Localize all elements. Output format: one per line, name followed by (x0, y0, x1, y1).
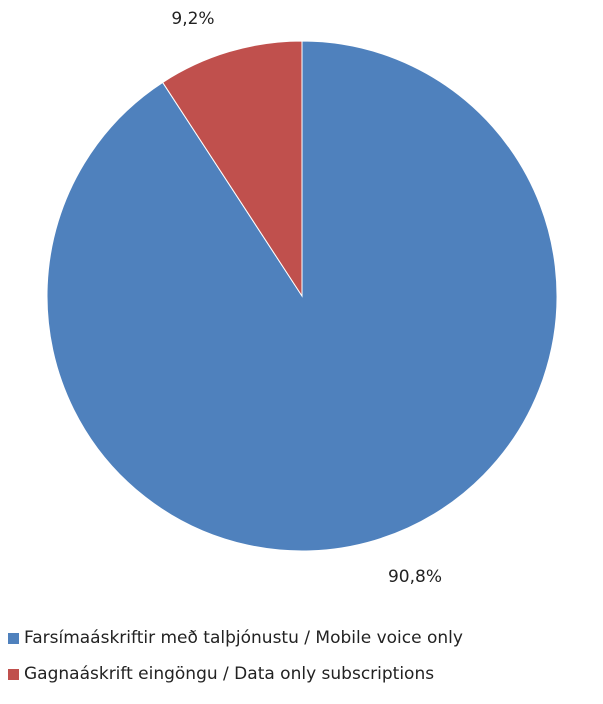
pie-slice-data-only (161, 40, 303, 298)
legend-item-mobile-voice: Farsímaáskriftir með talþjónustu / Mobil… (8, 620, 598, 656)
pie-slice-mobile-voice (46, 40, 558, 552)
legend-label-mobile-voice: Farsímaáskriftir með talþjónustu / Mobil… (24, 628, 463, 648)
data-label-mobile-voice: 90,8% (388, 567, 442, 587)
legend-item-data-only: Gagnaáskrift eingöngu / Data only subscr… (8, 656, 598, 692)
legend-swatch-data-only (8, 668, 19, 680)
legend-swatch-mobile-voice (8, 632, 19, 644)
pie-slices (46, 40, 558, 552)
pie-chart: 90,8% 9,2% (46, 9, 558, 587)
legend-label-data-only: Gagnaáskrift eingöngu / Data only subscr… (24, 664, 435, 684)
pie-data-labels: 90,8% 9,2% (171, 9, 442, 587)
data-label-data-only: 9,2% (171, 9, 214, 29)
legend: Farsímaáskriftir með talþjónustu / Mobil… (8, 620, 598, 692)
